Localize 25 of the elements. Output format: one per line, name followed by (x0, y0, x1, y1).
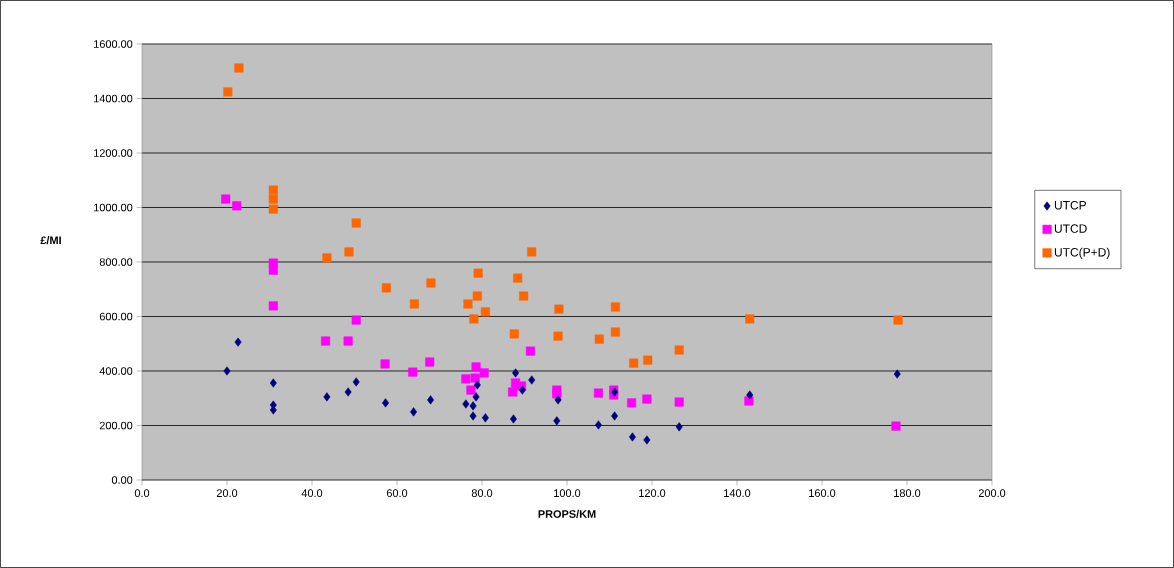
x-tick-label: 40.0 (301, 489, 323, 497)
y-axis-title: £/MI (40, 236, 61, 245)
x-tick-label: 60.0 (386, 489, 408, 497)
x-tick-label: 180.0 (894, 489, 921, 497)
x-tick-label: 100.0 (554, 489, 581, 497)
x-tick-label: 20.0 (216, 489, 238, 497)
y-tick-label: 0.00 (111, 476, 133, 484)
x-tick-label: 160.0 (809, 489, 836, 497)
x-tick-label: 200.0 (978, 489, 1006, 497)
y-tick-label: 800.00 (99, 258, 133, 266)
legend-label: UTCP (1054, 200, 1087, 210)
x-axis-title: PROPS/KM (538, 509, 596, 519)
y-tick-label: 1400.00 (94, 94, 133, 103)
y-tick-label: 200.00 (99, 421, 133, 430)
x-tick-label: 140.0 (724, 489, 751, 497)
legend-label: UTCD (1054, 224, 1087, 233)
y-tick-label: 1000.00 (94, 203, 133, 212)
y-tick-label: 600.00 (99, 312, 133, 321)
x-tick-label: 0.0 (134, 489, 150, 497)
x-tick-label: 80.0 (471, 489, 493, 497)
y-tick-label: 400.00 (99, 367, 133, 375)
x-tick-label: 120.0 (639, 489, 666, 497)
y-tick-label: 1200.00 (94, 149, 133, 157)
legend-label: UTC(P+D) (1054, 247, 1110, 259)
y-tick-label: 1600.00 (94, 40, 133, 48)
